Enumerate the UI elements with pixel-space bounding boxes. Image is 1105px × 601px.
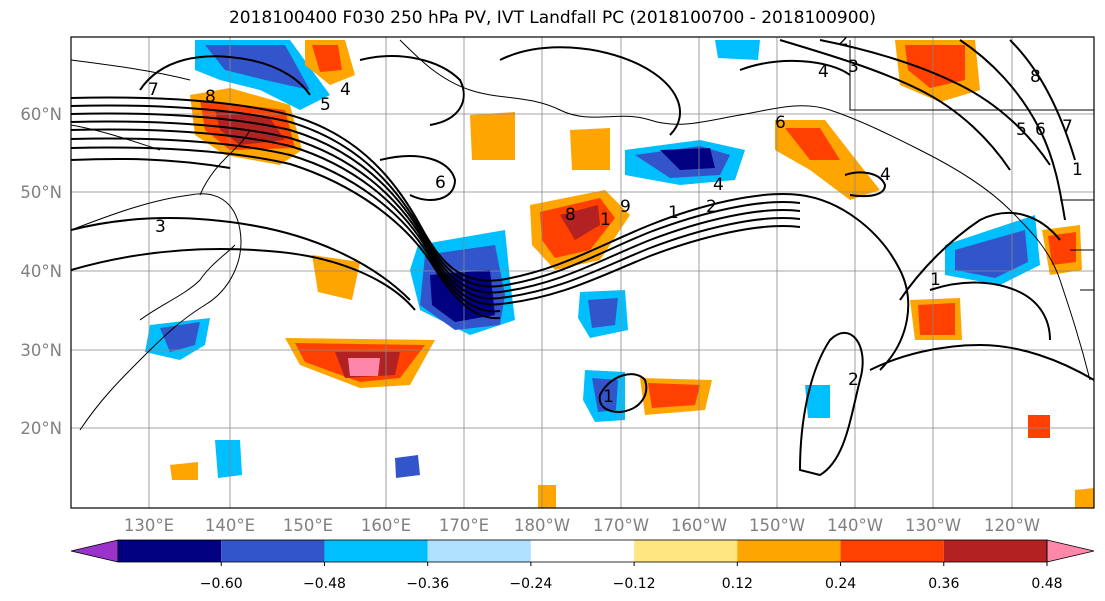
colorbar-segment — [634, 540, 738, 562]
contour-label: 3 — [848, 57, 859, 77]
lon-label: 150°E — [283, 516, 333, 535]
map-frame — [70, 36, 1095, 509]
contour-label: 4 — [340, 80, 351, 100]
lat-label: 50°N — [20, 183, 62, 202]
colorbar-segment — [118, 540, 222, 562]
map-title: 2018100400 F030 250 hPa PV, IVT Landfall… — [228, 8, 876, 28]
lon-label: 160°E — [361, 516, 411, 535]
contour-label: 4 — [818, 62, 829, 82]
colorbar-segment — [840, 540, 944, 562]
colorbar-segment — [324, 540, 428, 562]
contour-label: 3 — [155, 217, 166, 237]
lon-label: 160°W — [671, 516, 727, 535]
lon-label: 130°E — [124, 516, 174, 535]
contour-label: 5 — [320, 95, 331, 115]
lon-label: 140°E — [205, 516, 255, 535]
contour-label: 7 — [1062, 117, 1073, 137]
latitude-labels: 60°N 50°N 40°N 30°N 20°N — [20, 105, 62, 438]
contour-label: 1 — [603, 387, 614, 407]
colorbar-tick-label: 0.24 — [825, 576, 856, 592]
colorbar-tick-label: −0.60 — [200, 576, 243, 592]
lon-label: 120°W — [984, 516, 1040, 535]
contour-label: 6 — [435, 173, 446, 193]
contour-label: 6 — [1035, 120, 1046, 140]
contour-label: 6 — [775, 113, 786, 133]
lat-label: 30°N — [20, 341, 62, 360]
colorbar-tick-label: 0.36 — [928, 576, 959, 592]
lon-label: 130°W — [905, 516, 961, 535]
coastlines — [71, 39, 1094, 431]
lon-label: 170°W — [593, 516, 649, 535]
lat-label: 20°N — [20, 419, 62, 438]
longitude-labels: 130°E 140°E 150°E 160°E 170°E 180°W 170°W 160°W… — [124, 516, 1040, 535]
contour-label: 2 — [838, 30, 849, 50]
colorbar-segment — [427, 540, 531, 562]
colorbar-segment — [530, 540, 635, 562]
contour-label: 8 — [1030, 67, 1041, 87]
contour-label: 9 — [620, 197, 631, 217]
contour-label: 1 — [1072, 160, 1083, 180]
colorbar-extend-right — [1046, 539, 1095, 563]
contour-label: 8 — [565, 205, 576, 225]
contour-label: 7 — [148, 80, 159, 100]
colorbar-tick-label: −0.12 — [613, 576, 656, 592]
lon-label: 170°E — [439, 516, 489, 535]
colorbar-tick-label: 0.12 — [722, 576, 753, 592]
graticule — [71, 37, 1094, 508]
contour-label: 4 — [713, 175, 724, 195]
colorbar-segment — [221, 540, 325, 562]
colorbar-segment — [943, 540, 1047, 562]
contour-label: 4 — [880, 165, 891, 185]
colorbar-segment — [737, 540, 841, 562]
lon-label: 180°W — [514, 516, 570, 535]
colorbar-tick-label: −0.48 — [303, 576, 346, 592]
lon-label: 140°W — [827, 516, 883, 535]
colorbar-tick-label: −0.24 — [509, 576, 552, 592]
contour-label: 1 — [668, 203, 679, 223]
colorbar-tick-label: −0.36 — [406, 576, 449, 592]
colorbar-tick-label: 0.48 — [1031, 576, 1062, 592]
contour-label: 2 — [848, 370, 859, 390]
contour-label: 1 — [600, 210, 611, 230]
contour-label: 1 — [930, 270, 941, 290]
contour-label: 8 — [205, 87, 216, 107]
contour-label: 2 — [706, 197, 717, 217]
contour-label: 5 — [1016, 120, 1027, 140]
ivt-contours — [71, 39, 1094, 477]
colorbar-extend-left — [70, 539, 119, 563]
lon-label: 150°W — [749, 516, 805, 535]
lat-label: 60°N — [20, 105, 62, 124]
colorbar: −0.60 −0.48 −0.36 −0.24 −0.12 0.12 0.24 0.36 0.4… — [70, 539, 1095, 592]
lat-label: 40°N — [20, 262, 62, 281]
